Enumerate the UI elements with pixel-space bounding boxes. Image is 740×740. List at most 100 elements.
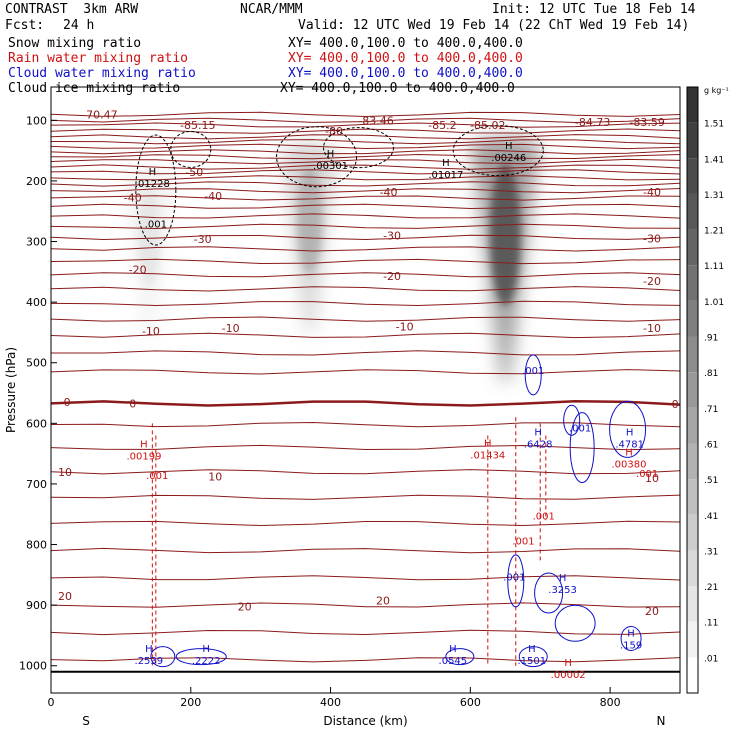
colorbar-swatch [687, 265, 698, 301]
colorbar-label: 1.51 [704, 120, 724, 130]
temperature-label: -20 [383, 270, 401, 283]
y-tick-label: 500 [26, 357, 47, 370]
temperature-contour [51, 149, 680, 155]
temperature-contour [51, 128, 680, 134]
colorbar-label: 1.31 [704, 191, 724, 201]
temperature-contour [51, 316, 680, 322]
field-xy-ice: XY= 400.0,100.0 to 400.0,400.0 [280, 81, 515, 96]
field-xy-rain: XY= 400.0,100.0 to 400.0,400.0 [288, 51, 523, 66]
maximum-marker: H [442, 158, 450, 169]
cloud-water-contour [534, 572, 564, 614]
temperature-label: 20 [58, 590, 72, 603]
maximum-value: .01228 [135, 179, 170, 190]
temperature-label: 10 [208, 471, 222, 484]
maximum-value: .3253 [548, 585, 577, 596]
direction-south: S [82, 714, 90, 728]
org-label: NCAR/MMM [240, 2, 303, 17]
maximum-value: .1501 [518, 656, 547, 667]
temperature-label: 10 [645, 472, 659, 485]
temperature-contour [51, 175, 680, 181]
temperature-label: -85.15 [180, 119, 215, 132]
contour-label: .001 [512, 536, 534, 547]
temperature-contour [51, 223, 680, 230]
y-tick-label: 400 [26, 296, 47, 309]
temperature-contour [51, 258, 680, 265]
temperature-label: 20 [645, 605, 659, 618]
maximum-value: .159 [620, 641, 642, 652]
cloud-water-contour [563, 404, 581, 436]
colorbar-swatch [687, 514, 698, 551]
colorbar-label: .81 [704, 369, 718, 379]
colorbar-swatch [687, 193, 698, 230]
temperature-label: -85.02 [470, 119, 505, 132]
temperature-contour [51, 181, 680, 187]
temperature-contour [51, 203, 680, 210]
colorbar-swatch [687, 586, 698, 622]
colorbar-swatch [687, 479, 698, 515]
y-tick-label: 300 [26, 236, 47, 249]
colorbar-label: 1.21 [704, 227, 724, 237]
maximum-marker: H [145, 644, 153, 655]
temperature-contour [51, 444, 680, 451]
temperature-contour [51, 143, 680, 150]
maximum-marker: H [564, 658, 572, 669]
maximum-marker: H [505, 141, 513, 152]
cloud-ice-contour [452, 125, 544, 177]
x-tick-label: 400 [320, 696, 341, 709]
model-title: CONTRAST 3km ARW [5, 2, 139, 17]
maximum-marker: H [140, 440, 148, 451]
colorbar-swatch [687, 443, 698, 480]
temperature-contour [51, 575, 680, 581]
cloud-water-contour [518, 646, 548, 668]
contour-label: .001 [522, 366, 544, 377]
colorbar-label: .71 [704, 405, 718, 415]
maximum-marker: H [627, 629, 635, 640]
temperature-label: -40 [204, 190, 222, 203]
temperature-label: -10 [643, 322, 661, 335]
temperature-label: -40 [124, 191, 142, 204]
temperature-label: -30 [194, 233, 212, 246]
contour-label: .001 [145, 219, 167, 230]
temperature-contour [51, 286, 680, 292]
temperature-contour [51, 164, 680, 170]
maximum-value: .00246 [491, 153, 526, 164]
temperature-label: 0 [64, 396, 71, 409]
contour-label: .001 [146, 471, 168, 482]
temperature-label: -20 [643, 275, 661, 288]
maximum-marker: H [559, 573, 567, 584]
temperature-contour [51, 246, 680, 252]
temperature-contour [51, 400, 680, 407]
field-xy-snow: XY= 400.0,100.0 to 400.0,400.0 [288, 36, 523, 51]
y-tick-label: 800 [26, 539, 47, 552]
temperature-contour [51, 111, 680, 118]
temperature-contour [51, 369, 680, 375]
temperature-contour [51, 272, 680, 278]
temperature-contour [51, 332, 680, 339]
temperature-contour [51, 602, 680, 608]
maximum-marker: H [449, 644, 457, 655]
temperature-contour [51, 234, 680, 241]
cloud-ice-contour [276, 126, 358, 188]
maximum-marker: H [626, 428, 634, 439]
temperature-label: 20 [376, 594, 390, 607]
colorbar-label: 1.01 [704, 298, 724, 308]
maximum-marker: H [202, 644, 210, 655]
cloud-ice-contour [323, 127, 395, 169]
colorbar-swatch [687, 407, 698, 444]
field-name-ice: Cloud ice mixing ratio [8, 81, 181, 96]
snow-plume-core [138, 187, 160, 287]
contour-label: .001 [503, 573, 525, 584]
cloud-water-contour [620, 625, 642, 651]
temperature-label: -30 [383, 229, 401, 242]
temperature-label: -70.47 [82, 108, 117, 121]
colorbar-label: .61 [704, 440, 718, 450]
init-time: Init: 12 UTC Tue 18 Feb 14 [492, 2, 696, 17]
maximum-value: .01434 [470, 450, 505, 461]
temperature-contour [51, 117, 680, 124]
y-tick-label: 100 [26, 114, 47, 127]
y-tick-label: 600 [26, 417, 47, 430]
temperature-label: -83.59 [629, 116, 664, 129]
temperature-contour [51, 153, 680, 160]
maximum-value: .2222 [192, 656, 221, 667]
temperature-contour [51, 520, 680, 527]
